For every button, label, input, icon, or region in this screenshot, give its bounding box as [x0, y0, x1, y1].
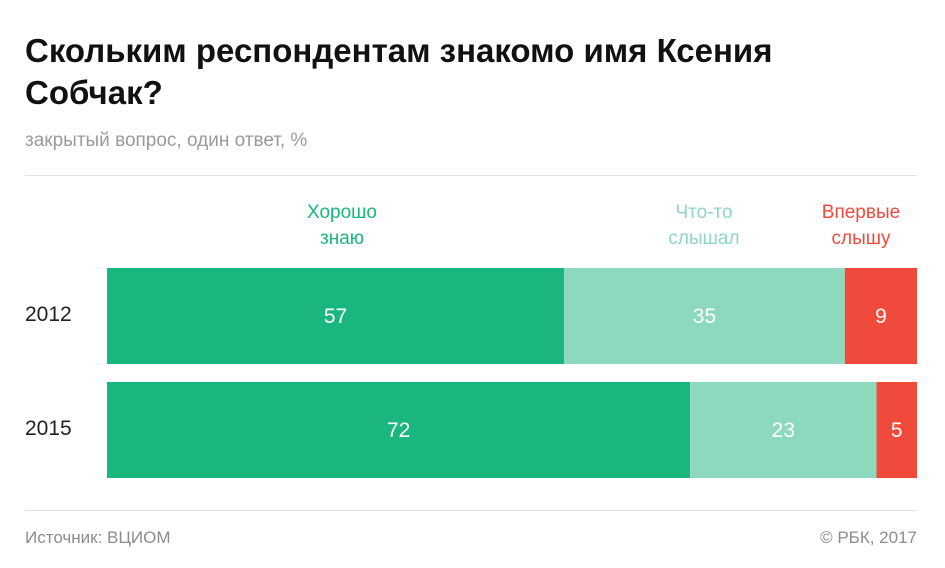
data-label-2015-heard-something: 23 — [772, 419, 795, 442]
bar-2015-know-well — [107, 382, 691, 478]
copyright-note: © РБК, 2017 — [820, 528, 917, 547]
bar-2015-heard-something — [690, 382, 877, 478]
source-note: Источник: ВЦИОМ — [25, 528, 171, 547]
data-label-2012-first-time: 9 — [875, 305, 887, 328]
category-label-2015: 2015 — [25, 417, 72, 440]
legend-heard-something-line2: слышал — [668, 228, 740, 249]
legend-heard-something: Что-то слышал — [640, 200, 768, 252]
legend-know-well-line2: знаю — [319, 228, 365, 249]
data-label-2015-know-well: 72 — [387, 419, 410, 442]
data-label-2012-know-well: 57 — [324, 305, 347, 328]
legend-first-time: Впервые слышу — [797, 200, 925, 252]
bottom-divider — [25, 510, 917, 511]
chart-subtitle: закрытый вопрос, один ответ, % — [25, 130, 308, 151]
legend-first-time-line2: слышу — [831, 228, 891, 249]
top-divider — [25, 175, 917, 176]
legend-know-well: Хорошо знаю — [278, 200, 406, 252]
bar-2012-heard-something — [564, 268, 845, 364]
category-label-2012: 2012 — [25, 303, 72, 326]
bar-2012-first-time — [844, 268, 917, 364]
legend-heard-something-line1: Что-то — [675, 202, 733, 223]
data-label-2012-heard-something: 35 — [693, 305, 716, 328]
chart-title: Скольким респондентам знакомо имя Ксения… — [25, 32, 773, 111]
bar-2015-first-time — [876, 382, 917, 478]
legend-first-time-line1: Впервые — [821, 202, 901, 223]
bar-2012-know-well — [107, 268, 565, 364]
legend-know-well-line1: Хорошо — [307, 202, 377, 223]
data-label-2015-first-time: 5 — [891, 419, 903, 442]
